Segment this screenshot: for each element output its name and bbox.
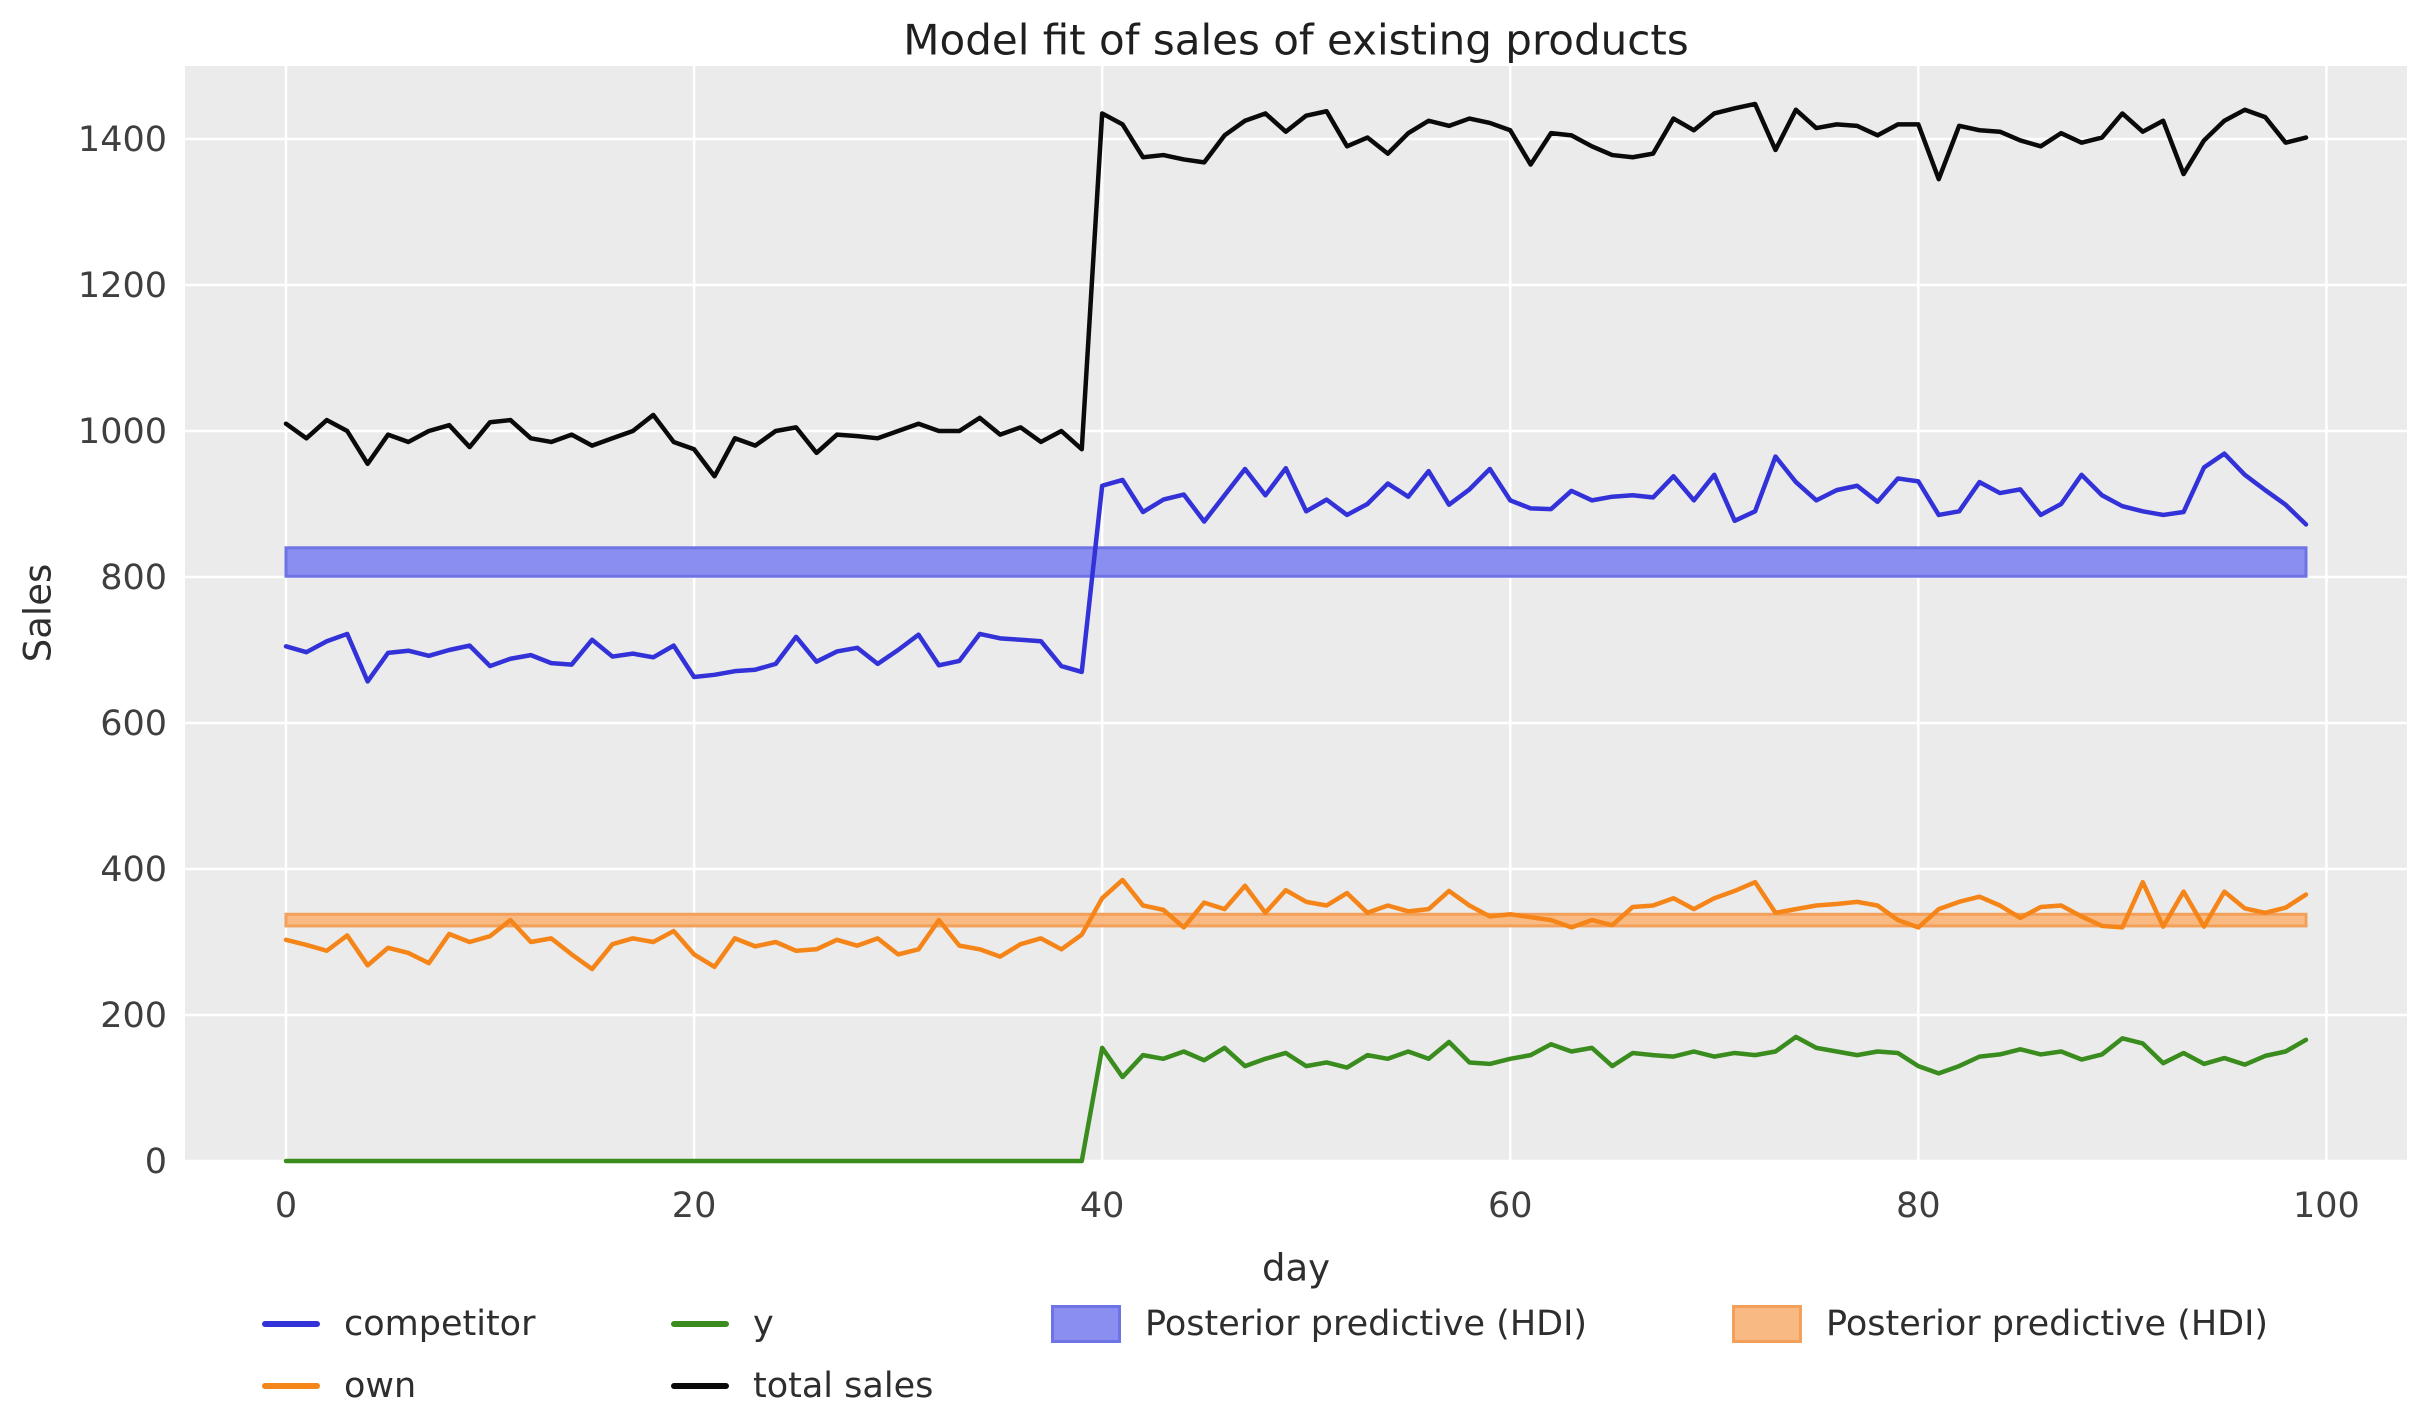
y-tick-label-200: 200 [100, 996, 167, 1036]
x-tick-label-20: 20 [672, 1186, 717, 1226]
legend-line-swatch-competitor [262, 1321, 320, 1327]
x-tick-label-40: 40 [1080, 1186, 1125, 1226]
y-tick-label-1000: 1000 [78, 412, 167, 452]
series-line-y [283, 1034, 2309, 1164]
legend-label-competitor: competitor [344, 1304, 536, 1344]
y-tick-label-1400: 1400 [78, 120, 167, 160]
legend-line-swatch-y [671, 1321, 729, 1327]
legend-item-total-sales: total sales [671, 1362, 933, 1410]
chart-title: Model fit of sales of existing products [903, 15, 1689, 65]
legend-item-own: own [262, 1362, 416, 1410]
x-tick-label-80: 80 [1896, 1186, 1941, 1226]
y-tick-label-600: 600 [100, 704, 167, 744]
y-tick-label-400: 400 [100, 850, 167, 890]
y-tick-label-800: 800 [100, 558, 167, 598]
y-tick-label-0: 0 [145, 1142, 167, 1182]
x-tick-label-100: 100 [2293, 1186, 2360, 1226]
legend-item-y: y [671, 1300, 774, 1348]
plot-background [185, 66, 2407, 1161]
legend-patch-swatch-blue-hdi [1051, 1305, 1121, 1343]
legend-label-own: own [344, 1366, 417, 1406]
legend-patch-swatch-orange-hdi [1732, 1305, 1802, 1343]
series-line-total-sales [283, 101, 2309, 479]
x-axis-label: day [1261, 1246, 1331, 1290]
legend-label-y: y [753, 1304, 774, 1344]
x-tick-label-0: 0 [275, 1186, 297, 1226]
legend-label-posterior-predictive-orange: Posterior predictive (HDI) [1826, 1304, 2269, 1344]
legend-item-competitor: competitor [262, 1300, 535, 1348]
series-line-own [283, 877, 2309, 972]
y-tick-label-1200: 1200 [78, 266, 167, 306]
hdi-band-blue [284, 546, 2308, 578]
series-line-competitor [283, 451, 2309, 684]
legend-label-total-sales: total sales [753, 1366, 934, 1406]
legend-line-swatch-total-sales [671, 1383, 729, 1389]
hdi-band-orange [284, 912, 2308, 928]
legend-line-swatch-own [262, 1383, 320, 1389]
legend-item-posterior-predictive-orange: Posterior predictive (HDI) [1732, 1300, 2268, 1348]
x-tick-label-60: 60 [1488, 1186, 1533, 1226]
legend-label-posterior-predictive-blue: Posterior predictive (HDI) [1145, 1304, 1588, 1344]
legend-item-posterior-predictive-blue: Posterior predictive (HDI) [1051, 1300, 1587, 1348]
